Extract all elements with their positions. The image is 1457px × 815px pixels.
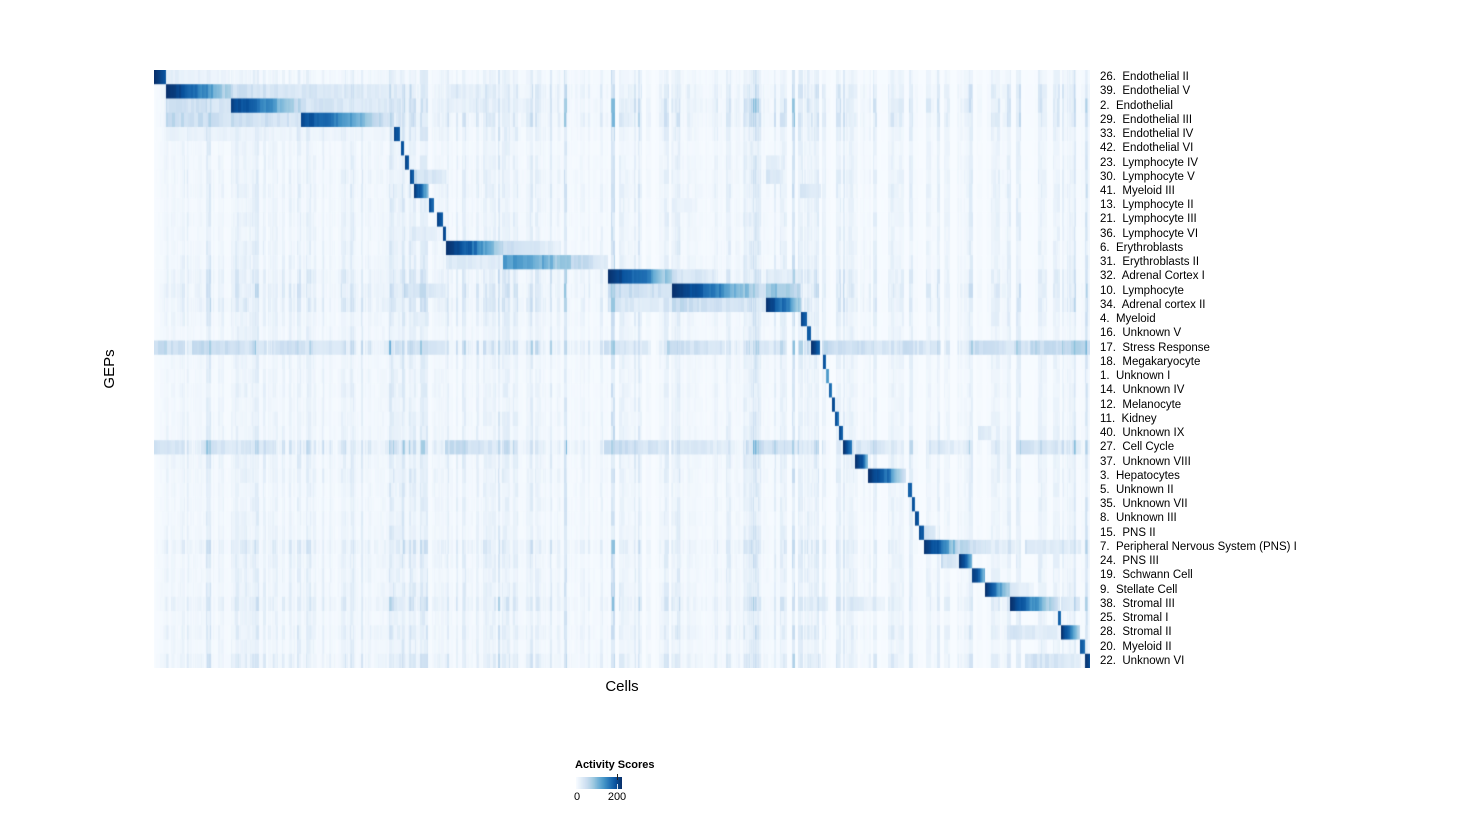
row-label: 8. Unknown III xyxy=(1100,512,1177,525)
row-labels-column: 26. Endothelial II 39. Endothelial V 2. En… xyxy=(1100,70,1457,668)
row-label: 21. Lymphocyte III xyxy=(1100,213,1197,226)
row-label: 25. Stromal I xyxy=(1100,612,1169,625)
row-label: 5. Unknown II xyxy=(1100,484,1174,496)
row-label: 9. Stellate Cell xyxy=(1100,583,1178,596)
row-label: 32. Adrenal Cortex I xyxy=(1100,270,1205,283)
row-label: 34. Adrenal cortex II xyxy=(1100,298,1206,311)
row-label: 35. Unknown VII xyxy=(1100,498,1188,511)
row-label: 41. Myeloid III xyxy=(1100,185,1175,197)
row-label: 31. Erythroblasts II xyxy=(1100,256,1200,269)
row-label: 7. Peripheral Nervous System (PNS) I xyxy=(1100,540,1297,553)
row-label: 19. Schwann Cell xyxy=(1100,569,1193,582)
legend-gradient-bar xyxy=(576,774,622,789)
row-label: 20. Myeloid II xyxy=(1100,640,1172,653)
row-label: 24. PNS III xyxy=(1100,555,1159,568)
row-label: 17. Stress Response xyxy=(1100,341,1210,354)
row-label: 12. Melanocyte xyxy=(1100,398,1182,411)
row-label: 38. Stromal III xyxy=(1100,597,1175,610)
row-label: 39. Endothelial V xyxy=(1100,85,1191,98)
row-label: 16. Unknown V xyxy=(1100,327,1182,340)
heatmap-plot-area xyxy=(154,70,1090,668)
legend-tick-label-max: 200 xyxy=(607,791,627,803)
row-label: 42. Endothelial VI xyxy=(1100,142,1194,155)
row-label: 37. Unknown VIII xyxy=(1100,455,1191,468)
legend-tick-mark-bottom xyxy=(617,784,618,789)
legend-tick-labels: 0 200 xyxy=(573,791,735,805)
row-label: 4. Myeloid xyxy=(1100,313,1156,326)
row-label: 29. Endothelial III xyxy=(1100,113,1193,126)
row-label: 28. Stromal II xyxy=(1100,626,1172,639)
row-label: 3. Hepatocytes xyxy=(1100,469,1180,482)
row-label: 15. PNS II xyxy=(1100,526,1156,539)
row-label: 30. Lymphocyte V xyxy=(1100,170,1195,183)
row-label: 40. Unknown IX xyxy=(1100,427,1185,440)
y-axis-label: GEPs xyxy=(101,349,118,389)
row-label: 11. Kidney xyxy=(1100,412,1157,425)
row-label: 10. Lymphocyte xyxy=(1100,284,1184,297)
legend-title: Activity Scores xyxy=(575,759,655,771)
row-label: 13. Lymphocyte II xyxy=(1100,199,1194,212)
row-label: 2. Endothelial xyxy=(1100,99,1173,112)
row-label: 27. Cell Cycle xyxy=(1100,441,1175,454)
legend-tick-label-min: 0 xyxy=(573,791,581,803)
row-label: 14. Unknown IV xyxy=(1100,384,1185,397)
row-label: 1. Unknown I xyxy=(1100,370,1171,383)
row-label: 18. Megakaryocyte xyxy=(1100,355,1201,368)
row-label: 23. Lymphocyte IV xyxy=(1100,156,1199,169)
legend: Activity Scores 0 200 xyxy=(573,759,735,809)
row-label: 33. Endothelial IV xyxy=(1100,128,1194,141)
row-label: 6. Erythroblasts xyxy=(1100,241,1184,254)
x-axis-label: Cells xyxy=(605,678,639,695)
row-label: 22. Unknown VI xyxy=(1100,654,1185,667)
row-label: 36. Lymphocyte VI xyxy=(1100,227,1199,240)
legend-gradient-canvas xyxy=(576,777,622,789)
legend-tick-mark-top xyxy=(617,774,618,780)
row-label: 26. Endothelial II xyxy=(1100,71,1189,84)
